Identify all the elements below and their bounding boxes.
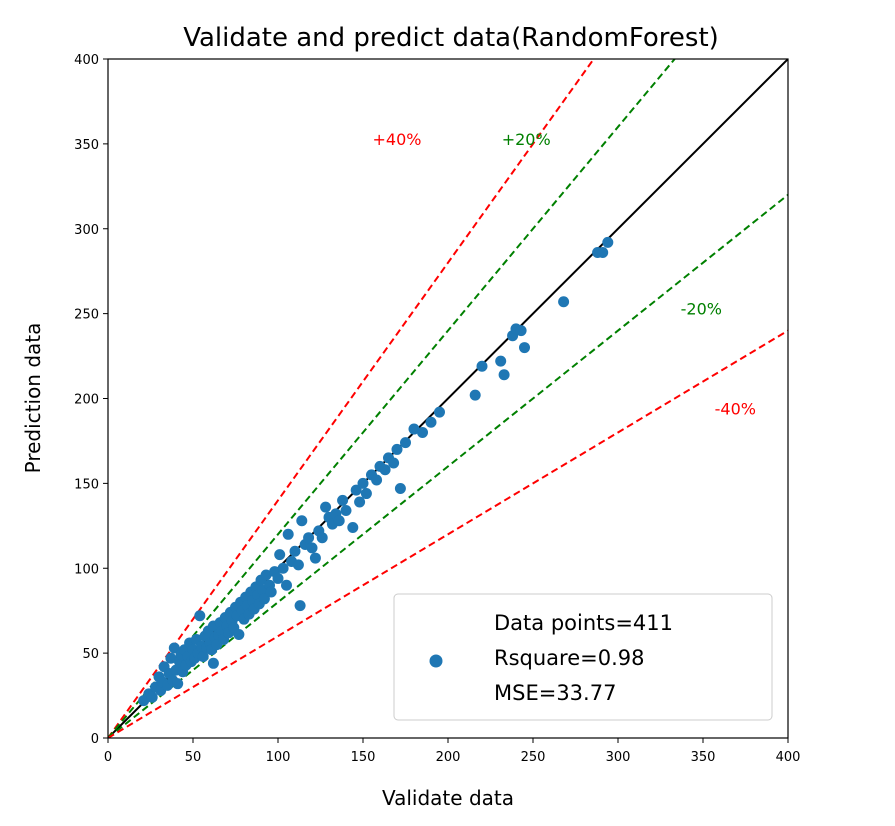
y-tick-label: 350 (74, 138, 99, 153)
data-point (146, 691, 158, 703)
legend-entry-line: Data points=411 (494, 611, 673, 635)
legend-entry-line: MSE=33.77 (494, 681, 616, 705)
y-tick-label: 100 (74, 562, 99, 577)
x-tick-label: 300 (606, 750, 631, 765)
data-point (357, 477, 369, 489)
data-point (292, 559, 304, 571)
data-point (277, 562, 289, 574)
x-tick-label: 350 (691, 750, 716, 765)
y-tick-label: 150 (74, 477, 99, 492)
data-point (469, 389, 481, 401)
data-point (333, 515, 345, 527)
x-axis-label: Validate data (382, 786, 514, 810)
data-point (394, 482, 406, 494)
data-point (274, 549, 286, 561)
data-point (347, 522, 359, 534)
data-point (425, 416, 437, 428)
x-tick-label: 50 (185, 750, 202, 765)
data-point (360, 488, 372, 500)
x-tick-label: 0 (104, 750, 112, 765)
reference-line-plus20 (108, 59, 676, 738)
data-point (281, 579, 292, 591)
data-point (602, 236, 614, 248)
data-point (558, 296, 570, 308)
x-tick-label: 400 (776, 750, 801, 765)
legend-entry-line: Rsquare=0.98 (494, 646, 645, 670)
legend-box (393, 593, 773, 721)
x-tick-label: 150 (351, 750, 376, 765)
data-point (207, 657, 219, 669)
band-label-minus20: -20% (681, 300, 722, 319)
y-tick-label: 250 (74, 308, 99, 323)
reference-line-minus40 (108, 329, 788, 738)
y-tick-label: 300 (74, 223, 99, 238)
data-point (316, 532, 328, 544)
data-point (282, 528, 294, 540)
data-point (233, 628, 245, 640)
legend: Data points=411 Rsquare=0.98 MSE=33.77 (393, 593, 773, 721)
y-tick-label: 0 (91, 732, 99, 747)
y-tick-label: 50 (82, 647, 99, 662)
band-label-minus40: -40% (715, 400, 756, 419)
data-point (303, 532, 315, 544)
data-point (371, 474, 383, 486)
data-point (260, 569, 272, 581)
band-label-plus20: +20% (502, 130, 551, 149)
data-point (294, 600, 306, 612)
y-axis-label: Prediction data (21, 323, 45, 474)
data-point (337, 494, 349, 506)
x-tick-label: 200 (436, 750, 461, 765)
data-point (350, 484, 362, 496)
data-point (476, 360, 488, 372)
x-tick-label: 250 (521, 750, 546, 765)
data-point (194, 610, 206, 622)
plot-area: +40% +20% -20% -40% 0 50 100 150 200 250 300 350 400… (74, 53, 800, 765)
data-point (519, 342, 530, 354)
data-point (498, 369, 510, 381)
data-point (495, 355, 507, 367)
data-point (172, 678, 184, 690)
data-point (354, 496, 366, 508)
data-point (296, 515, 308, 527)
data-point (340, 505, 352, 517)
data-point (408, 423, 420, 435)
legend-marker (429, 654, 443, 668)
data-point (258, 593, 270, 605)
data-point (400, 437, 411, 449)
data-point (168, 642, 180, 654)
data-point (597, 247, 609, 259)
band-label-plus40: +40% (373, 130, 422, 149)
x-tick-label: 100 (266, 750, 291, 765)
data-point (309, 552, 321, 564)
data-point (306, 542, 318, 554)
data-point (388, 457, 400, 469)
data-point (289, 545, 301, 557)
reference-line-plus40 (108, 59, 595, 738)
data-point (320, 501, 332, 513)
data-point (379, 464, 391, 476)
data-point (391, 443, 403, 455)
y-tick-label: 200 (74, 393, 99, 408)
data-point (197, 651, 209, 663)
data-point (417, 426, 428, 438)
data-point (265, 586, 277, 598)
data-point (434, 406, 445, 418)
data-point (272, 572, 284, 584)
data-point (515, 325, 527, 337)
y-tick-label: 400 (74, 53, 99, 68)
data-points (138, 236, 614, 707)
data-point (165, 652, 177, 664)
chart-title: Validate and predict data(RandomForest) (183, 23, 719, 53)
